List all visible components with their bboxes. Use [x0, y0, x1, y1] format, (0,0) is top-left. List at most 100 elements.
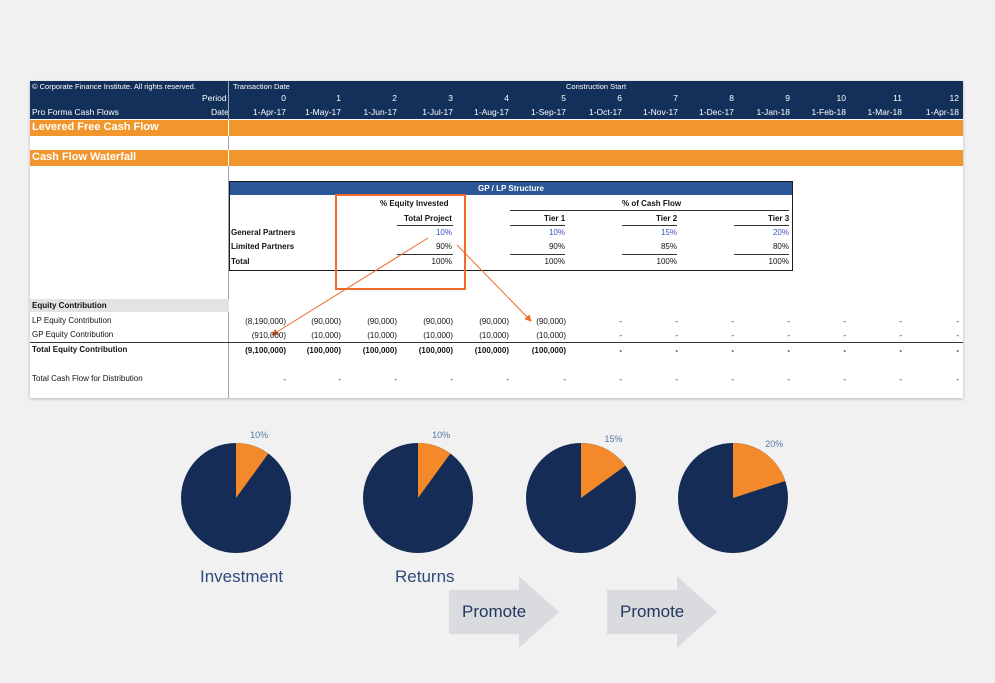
cash-flow-waterfall-label: Cash Flow Waterfall	[32, 151, 137, 163]
date-7: 1-Nov-17	[643, 107, 678, 117]
lp-cell-1[interactable]: (90,000)	[311, 317, 341, 326]
period-11: 11	[893, 93, 902, 103]
structure-tier-1-row-2[interactable]: 100%	[544, 257, 565, 266]
transaction-date-label: Transaction Date	[233, 82, 290, 91]
pie-2-percent-label: 10%	[432, 430, 451, 441]
structure-tier-3-row-0[interactable]: 20%	[772, 228, 789, 237]
distribution-cell-5[interactable]: -	[563, 375, 566, 384]
date-9: 1-Jan-18	[756, 107, 790, 117]
gp-cell-8[interactable]: -	[731, 331, 734, 340]
distribution-cell-2[interactable]: -	[394, 375, 397, 384]
period-5: 5	[561, 93, 566, 103]
arrow-to-gp-contribution	[271, 237, 429, 336]
lp-cell-6[interactable]: -	[619, 317, 622, 326]
structure-total-2[interactable]: 100%	[431, 257, 452, 266]
distribution-cell-9[interactable]: -	[787, 375, 790, 384]
distribution-label: Total Cash Flow for Distribution	[32, 374, 143, 383]
gp-cell-2[interactable]: (10,000)	[367, 331, 397, 340]
distribution-cell-4[interactable]: -	[506, 375, 509, 384]
tier-2-header: Tier 2	[656, 214, 678, 223]
lp-cell-4[interactable]: (90,000)	[479, 317, 509, 326]
lp-cell-12[interactable]: -	[956, 317, 959, 326]
distribution-cell-10[interactable]: -	[843, 375, 846, 384]
distribution-cell-12[interactable]: -	[956, 375, 959, 384]
distribution-cell-3[interactable]: -	[450, 375, 453, 384]
total-cell-9[interactable]: -	[787, 346, 790, 355]
lp-cell-5[interactable]: (90,000)	[536, 317, 566, 326]
structure-row-label-1: Limited Partners	[231, 242, 295, 251]
distribution-cell-0[interactable]: -	[283, 375, 286, 384]
structure-total-0[interactable]: 10%	[435, 228, 452, 237]
total-cell-3[interactable]: (100,000)	[418, 346, 453, 355]
lp-cell-11[interactable]: -	[899, 317, 902, 326]
structure-tier-2-row-2[interactable]: 100%	[656, 257, 677, 266]
gp-cell-1[interactable]: (10,000)	[311, 331, 341, 340]
lp-cell-0[interactable]: (8,190,000)	[245, 317, 286, 326]
structure-tier-1-row-0[interactable]: 10%	[548, 228, 565, 237]
date-1: 1-May-17	[305, 107, 341, 117]
pie-3-percent-label: 15%	[604, 434, 623, 445]
lp-cell-7[interactable]: -	[675, 317, 678, 326]
total-cell-8[interactable]: -	[731, 346, 734, 355]
total-cell-0[interactable]: (9,100,000)	[245, 346, 286, 355]
total-cell-1[interactable]: (100,000)	[306, 346, 341, 355]
total-cell-4[interactable]: (100,000)	[474, 346, 509, 355]
investment-label: Investment	[200, 567, 284, 586]
period-6: 6	[617, 93, 622, 103]
promote-label-1: Promote	[462, 602, 527, 621]
date-0: 1-Apr-17	[252, 107, 286, 117]
gp-cell-6[interactable]: -	[619, 331, 622, 340]
gp-cell-4[interactable]: (10,000)	[479, 331, 509, 340]
structure-tier-3-row-1[interactable]: 80%	[772, 242, 789, 251]
pie-chart-3	[526, 443, 636, 553]
distribution-cell-1[interactable]: -	[338, 375, 341, 384]
total-cell-2[interactable]: (100,000)	[362, 346, 397, 355]
structure-tier-2-row-1[interactable]: 85%	[660, 242, 677, 251]
lp-cell-2[interactable]: (90,000)	[367, 317, 397, 326]
levered-fcf-band[interactable]: Levered Free Cash Flow	[30, 120, 963, 136]
pie-1-percent-label: 10%	[250, 430, 269, 441]
tier-1-header: Tier 1	[544, 214, 566, 223]
gp-cell-0[interactable]: (910,000)	[251, 331, 286, 340]
levered-fcf-label: Levered Free Cash Flow	[32, 121, 159, 133]
distribution-cell-8[interactable]: -	[731, 375, 734, 384]
distribution-cell-6[interactable]: -	[619, 375, 622, 384]
structure-tier-2-row-0[interactable]: 15%	[660, 228, 677, 237]
total-cell-7[interactable]: -	[675, 346, 678, 355]
gp-cell-11[interactable]: -	[899, 331, 902, 340]
period-2: 2	[392, 93, 397, 103]
gp-cell-9[interactable]: -	[787, 331, 790, 340]
structure-total-1[interactable]: 90%	[435, 242, 452, 251]
construction-start-label: Construction Start	[566, 82, 627, 91]
total-cell-11[interactable]: -	[899, 346, 902, 355]
lp-cell-9[interactable]: -	[787, 317, 790, 326]
gp-cell-7[interactable]: -	[675, 331, 678, 340]
structure-tier-3-row-2[interactable]: 100%	[768, 257, 789, 266]
arrow-to-lp-contribution	[456, 244, 532, 322]
lp-cell-3[interactable]: (90,000)	[423, 317, 453, 326]
period-8: 8	[729, 93, 734, 103]
structure-tier-1-row-1[interactable]: 90%	[548, 242, 565, 251]
distribution-cell-7[interactable]: -	[675, 375, 678, 384]
total-cell-5[interactable]: (100,000)	[531, 346, 566, 355]
gp-equity-label: GP Equity Contribution	[32, 330, 114, 339]
gp-cell-3[interactable]: (10,000)	[423, 331, 453, 340]
date-11: 1-Mar-18	[867, 107, 902, 117]
structure-row-label-0: General Partners	[231, 228, 296, 237]
date-6: 1-Oct-17	[588, 107, 622, 117]
gp-cell-10[interactable]: -	[843, 331, 846, 340]
total-cell-10[interactable]: -	[843, 346, 846, 355]
lp-cell-10[interactable]: -	[843, 317, 846, 326]
promote-label-2: Promote	[620, 602, 685, 621]
distribution-cell-11[interactable]: -	[899, 375, 902, 384]
period-3: 3	[448, 93, 453, 103]
total-cell-6[interactable]: -	[619, 346, 622, 355]
cash-flow-waterfall-band[interactable]: Cash Flow Waterfall	[30, 150, 963, 166]
lp-cell-8[interactable]: -	[731, 317, 734, 326]
pie-2-orange-slice	[418, 443, 451, 498]
sheet-header: © Corporate Finance Institute. All right…	[30, 81, 963, 119]
gp-cell-5[interactable]: (10,000)	[536, 331, 566, 340]
gp-cell-12[interactable]: -	[956, 331, 959, 340]
date-8: 1-Dec-17	[699, 107, 734, 117]
total-cell-12[interactable]: -	[956, 346, 959, 355]
